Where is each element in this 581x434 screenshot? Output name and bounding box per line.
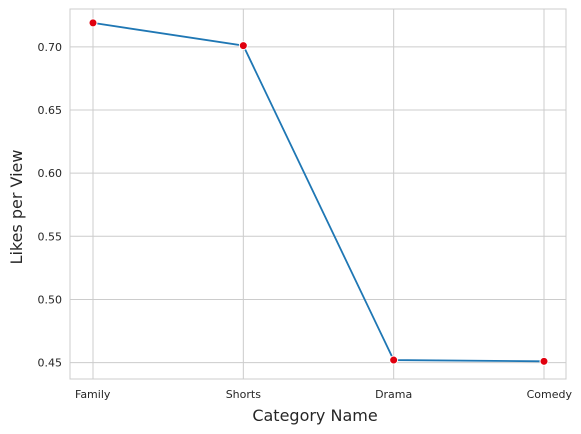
series-line — [92, 22, 545, 363]
x-tick-label: Drama — [375, 388, 412, 401]
y-tick-label: 0.60 — [38, 167, 63, 180]
data-point — [539, 356, 549, 366]
data-point — [88, 18, 98, 28]
y-tick-label: 0.65 — [38, 104, 63, 117]
y-tick-label: 0.70 — [38, 41, 63, 54]
y-tick-label: 0.50 — [38, 293, 63, 306]
plot-frame — [69, 8, 567, 380]
data-point — [238, 41, 248, 51]
y-tick-label: 0.55 — [38, 230, 63, 243]
plot-area: 0.45 0.50 0.55 0.60 0.65 0.70 Family Shorts Dram… — [38, 8, 573, 401]
x-tick-label: Shorts — [226, 388, 262, 401]
x-tick-label: Family — [75, 388, 111, 401]
y-tick-label: 0.45 — [38, 357, 63, 370]
data-point — [389, 355, 399, 365]
x-axis-label: Category Name — [252, 406, 377, 425]
x-tick-label: Comedy — [527, 388, 573, 401]
y-axis-label: Likes per View — [7, 150, 26, 265]
